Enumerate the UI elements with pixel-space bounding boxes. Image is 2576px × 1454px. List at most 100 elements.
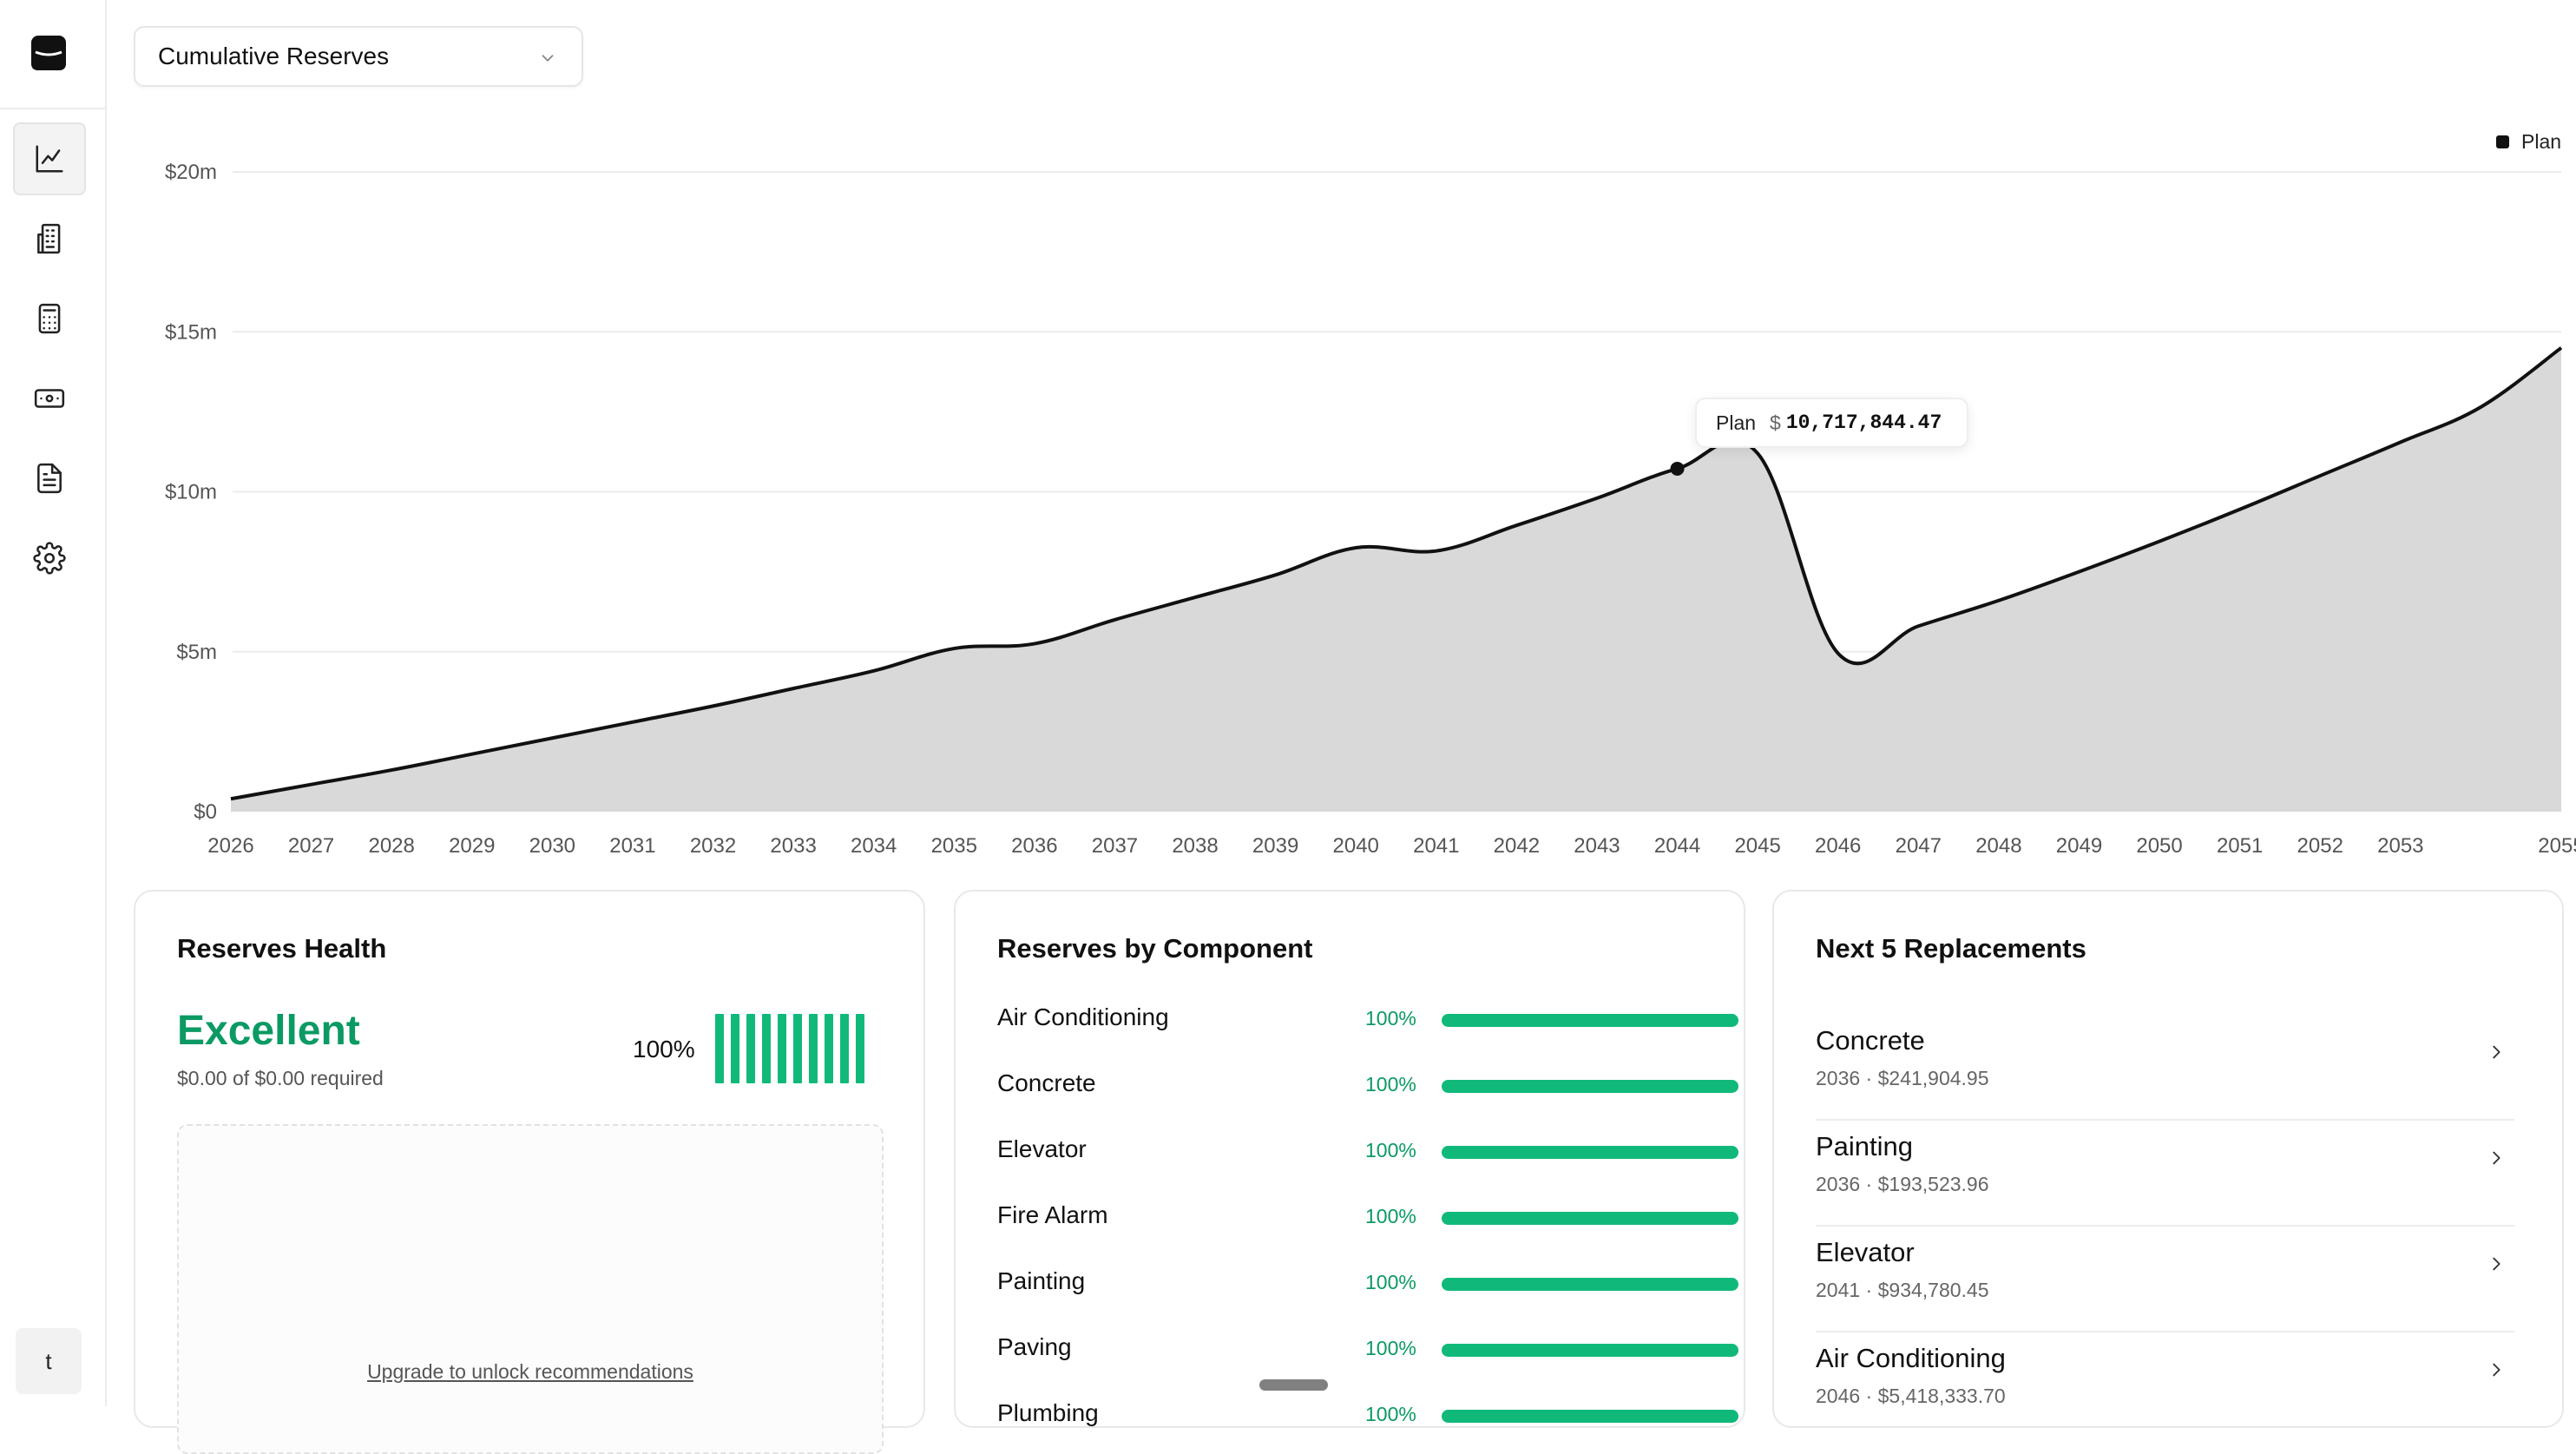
- plan-point: [1032, 641, 1037, 647]
- legend-label: Plan: [2521, 130, 2562, 153]
- plan-point: [2478, 405, 2483, 410]
- nav-documents[interactable]: [13, 442, 86, 515]
- nav-banknote[interactable]: [13, 362, 86, 435]
- component-row: Air Conditioning 100%: [997, 1003, 1738, 1038]
- component-percent: 100%: [1365, 1139, 1416, 1161]
- reserves-by-component-card: Reserves by Component Air Conditioning 10…: [954, 890, 1745, 1428]
- metric-select[interactable]: Cumulative Reserves: [134, 26, 583, 87]
- plan-point: [309, 782, 314, 787]
- health-meter-bar: [856, 1014, 864, 1083]
- plan-point: [1273, 572, 1278, 577]
- card-title: Next 5 Replacements: [1816, 933, 2086, 964]
- calculator-icon: [38, 303, 61, 334]
- component-percent: 100%: [1365, 1205, 1416, 1227]
- x-tick-label: 2050: [2136, 834, 2182, 858]
- x-tick-label: 2043: [1574, 834, 1620, 858]
- replacement-meta: 2046 · $5,418,333.70: [1816, 1385, 2006, 1407]
- x-tick-label: 2032: [690, 834, 736, 858]
- x-tick-label: 2052: [2297, 834, 2343, 858]
- component-percent: 100%: [1365, 1271, 1416, 1293]
- component-row: Painting 100%: [997, 1267, 1738, 1302]
- replacement-row[interactable]: Painting 2036 · $193,523.96: [1816, 1122, 2514, 1227]
- component-progress-bar: [1442, 1278, 1738, 1291]
- x-tick-label: 2033: [770, 834, 816, 858]
- user-avatar[interactable]: t: [16, 1328, 82, 1394]
- chevron-down-icon: [542, 55, 554, 62]
- health-meter-bar: [746, 1014, 755, 1083]
- metric-select-value: Cumulative Reserves: [158, 43, 390, 69]
- replacement-row[interactable]: Concrete 2036 · $241,904.95: [1816, 1016, 2514, 1121]
- health-meter-bar: [778, 1014, 786, 1083]
- health-meter-bar: [762, 1014, 771, 1083]
- banknote-icon: [34, 389, 65, 408]
- component-progress-bar: [1442, 1212, 1738, 1225]
- health-meter: [715, 1014, 864, 1083]
- card-title: Reserves by Component: [997, 933, 1313, 964]
- component-name: Air Conditioning: [997, 1003, 1169, 1030]
- reserves-health-card: Reserves Health Excellent $0.00 of $0.00…: [134, 890, 925, 1454]
- row-divider: [1816, 1331, 2514, 1332]
- x-tick-label: 2028: [368, 834, 414, 858]
- y-tick-label: $20m: [165, 161, 217, 184]
- x-tick-label: 2051: [2217, 834, 2263, 858]
- component-name: Fire Alarm: [997, 1201, 1108, 1228]
- reserves-chart: $0$5m$10m$15m$20m 2026 2027 2028 2029 2030 20…: [165, 161, 2576, 858]
- replacement-meta: 2036 · $241,904.95: [1816, 1067, 1989, 1089]
- plan-point: [1996, 598, 2001, 603]
- x-tick-label: 2027: [288, 834, 334, 858]
- document-icon: [37, 463, 62, 494]
- x-tick-label: 2031: [609, 834, 655, 858]
- component-name: Plumbing: [997, 1399, 1099, 1426]
- x-tick-label: 2046: [1815, 834, 1861, 858]
- x-tick-label: 2037: [1092, 834, 1138, 858]
- nav-settings[interactable]: [13, 522, 86, 595]
- plan-point: [389, 767, 394, 773]
- component-row: Elevator 100%: [997, 1135, 1738, 1170]
- chevron-right-icon: [2493, 1257, 2500, 1271]
- x-tick-label: 2049: [2056, 834, 2102, 858]
- component-row: Fire Alarm 100%: [997, 1201, 1738, 1236]
- chevron-right-icon: [2493, 1151, 2500, 1165]
- nav-calculator[interactable]: [13, 282, 86, 355]
- row-divider: [1816, 1119, 2514, 1121]
- x-tick-label: 2040: [1333, 834, 1379, 858]
- x-tick-label: 2044: [1654, 834, 1700, 858]
- component-percent: 100%: [1365, 1403, 1416, 1425]
- replacement-name: Concrete: [1816, 1025, 1925, 1056]
- plan-point: [2317, 473, 2323, 478]
- x-tick-label: 2035: [931, 834, 977, 858]
- plan-point: [1836, 651, 1841, 656]
- nav-chart[interactable]: [13, 122, 86, 195]
- app-logo-icon[interactable]: [30, 35, 67, 71]
- plan-point: [228, 796, 233, 801]
- x-tick-label: 2055: [2538, 834, 2576, 858]
- x-tick-label: 2047: [1896, 834, 1942, 858]
- plan-point: [630, 720, 635, 725]
- replacement-row[interactable]: Elevator 2041 · $934,780.45: [1816, 1228, 2514, 1332]
- tooltip-value: 10,717,844.47: [1785, 411, 1942, 434]
- nav-buildings[interactable]: [13, 202, 86, 275]
- component-name: Elevator: [997, 1135, 1087, 1162]
- plan-point: [1916, 623, 1921, 628]
- plan-point: [2238, 507, 2243, 512]
- plan-point: [549, 735, 555, 740]
- health-meter-bar: [809, 1014, 818, 1083]
- component-percent: 100%: [1365, 1337, 1416, 1359]
- component-progress-bar: [1442, 1014, 1738, 1027]
- x-tick-label: 2045: [1734, 834, 1780, 858]
- next-replacements-card: Next 5 Replacements Concrete 2036 · $241,…: [1772, 890, 2564, 1428]
- component-row: Paving 100%: [997, 1333, 1738, 1368]
- x-tick-label: 2030: [529, 834, 575, 858]
- chart-line-icon: [36, 145, 63, 173]
- recommendations-box: Upgrade to unlock recommendations: [177, 1124, 884, 1454]
- legend-swatch: [2496, 135, 2509, 148]
- x-tick-label: 2034: [851, 834, 897, 858]
- x-tick-label: 2048: [1975, 834, 2021, 858]
- y-tick-label: $10m: [165, 481, 217, 504]
- component-name: Painting: [997, 1267, 1086, 1294]
- scroll-indicator[interactable]: [1259, 1379, 1328, 1391]
- component-progress-bar: [1442, 1146, 1738, 1159]
- upgrade-link[interactable]: Upgrade to unlock recommendations: [367, 1360, 693, 1383]
- replacement-row[interactable]: Air Conditioning 2046 · $5,418,333.70: [1816, 1334, 2514, 1438]
- plan-point: [2076, 569, 2081, 575]
